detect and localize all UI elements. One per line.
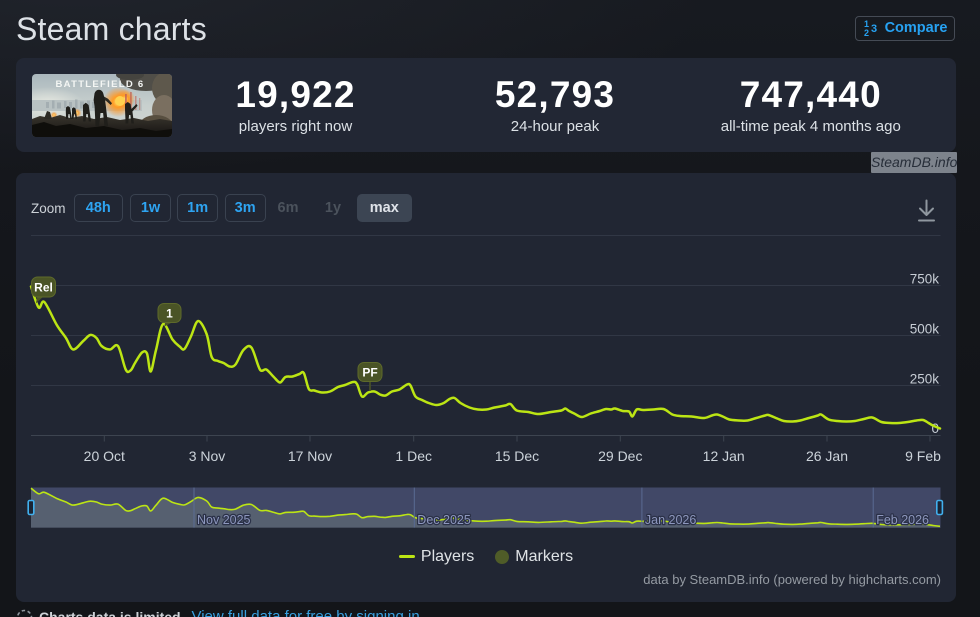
svg-text:1: 1 [864,19,869,29]
svg-text:Nov 2025: Nov 2025 [197,513,251,527]
svg-text:29 Dec: 29 Dec [598,448,642,464]
svg-text:BATTLEFIELD 6: BATTLEFIELD 6 [55,79,144,90]
svg-text:3: 3 [871,23,877,35]
svg-text:PF: PF [362,366,377,380]
svg-text:Jan 2026: Jan 2026 [645,513,696,527]
svg-text:0: 0 [931,421,939,436]
svg-text:750k: 750k [910,272,940,287]
svg-text:15 Dec: 15 Dec [495,448,539,464]
svg-text:2: 2 [864,28,869,36]
svg-text:Dec 2025: Dec 2025 [417,513,471,527]
svg-text:Rel: Rel [34,281,53,295]
svg-text:Feb 2026: Feb 2026 [876,513,929,527]
svg-text:500k: 500k [910,322,940,337]
svg-text:9 Feb: 9 Feb [905,448,941,464]
svg-text:17 Nov: 17 Nov [288,448,332,464]
svg-text:250k: 250k [910,372,940,387]
svg-text:26 Jan: 26 Jan [806,448,848,464]
svg-text:3 Nov: 3 Nov [189,448,226,464]
svg-text:1: 1 [166,307,173,321]
svg-text:1 Dec: 1 Dec [395,448,432,464]
svg-text:12 Jan: 12 Jan [703,448,745,464]
svg-text:20 Oct: 20 Oct [84,448,125,464]
